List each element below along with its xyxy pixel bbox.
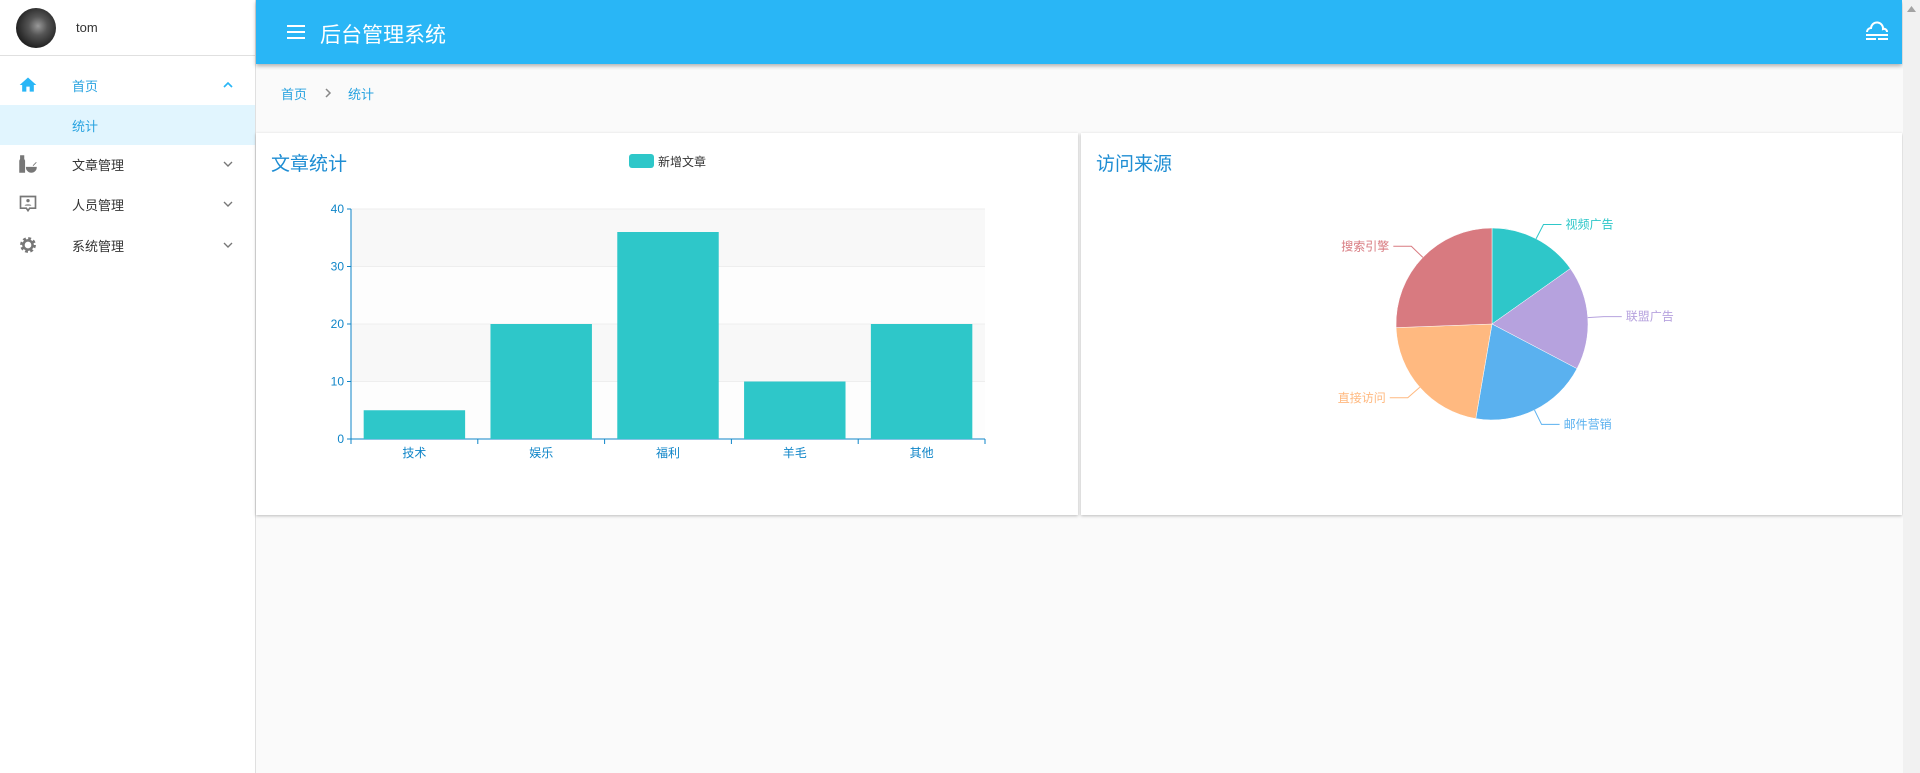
legend-swatch[interactable] [629,154,654,168]
breadcrumb-home[interactable]: 首页 [281,87,308,102]
y-tick-label: 10 [331,375,345,389]
bar-chart: 0 10 20 30 40 技术 娱乐 福利 羊毛 其他 [331,202,986,460]
slice-label: 联盟广告 [1626,310,1674,324]
label-line [1393,245,1424,258]
username: tom [76,20,98,35]
y-tick-label: 40 [331,202,345,216]
x-tick-label: 其他 [910,446,934,460]
x-tick-label: 羊毛 [783,445,807,460]
sidebar-item-home[interactable]: 首页 [0,65,255,105]
sidebar-item-label: 统计 [72,118,99,134]
y-tick-label: 0 [337,432,344,446]
slice-label: 视频广告 [1565,217,1613,232]
scroll-up-arrow-icon[interactable] [1907,6,1916,12]
label-line [1389,386,1421,399]
sidebar-item-label: 文章管理 [72,157,125,173]
scrollbar[interactable] [1903,0,1920,773]
x-tick-label: 福利 [656,445,680,460]
chevron-right-icon [325,88,332,98]
sidebar-item-label: 人员管理 [72,197,125,213]
chevron-down-icon[interactable] [220,156,236,172]
card-title: 访问来源 [1096,154,1173,175]
pie-slice-邮件营销 [1475,323,1578,421]
pie-slice-直接访问 [1395,323,1493,419]
bar-其他 [870,324,973,439]
article-stats-card: 文章统计 新增文章 0 10 20 30 40 技术 娱乐 福利 羊毛 其他 [256,133,1078,515]
sidebar-item-label: 首页 [72,78,99,94]
x-tick-label: 技术 [402,446,426,460]
y-tick-label: 30 [331,260,345,274]
weather-fog-icon[interactable] [1864,20,1890,42]
user-panel: tom [0,0,255,56]
slice-label: 直接访问 [1338,390,1386,405]
app-header: 后台管理系统 [256,0,1902,64]
label-line [1535,224,1562,239]
avatar[interactable] [16,8,56,48]
bottle-icon [19,155,37,173]
sidebar-item-articles[interactable]: 文章管理 [0,144,255,184]
breadcrumb-current: 统计 [348,87,375,102]
bar-技术 [363,410,466,439]
y-tick-label: 20 [331,317,345,331]
bar-娱乐 [490,324,592,439]
card-title: 文章统计 [271,154,348,175]
slice-label: 搜索引擎 [1341,238,1389,253]
chevron-up-icon[interactable] [220,77,236,93]
sidebar: tom 首页 统计 文章管理 人员管理 系统管理 [0,0,256,773]
sidebar-item-people[interactable]: 人员管理 [0,184,255,224]
legend-label[interactable]: 新增文章 [658,155,707,169]
bar-羊毛 [744,381,846,439]
contact-icon [19,195,37,213]
hamburger-icon[interactable] [286,23,306,41]
visit-source-card: 访问来源 视频广告联盟广告邮件营销 直接访问 搜索引擎 [1081,133,1902,515]
pie-slice-搜索引擎 [1395,227,1493,328]
app-title: 后台管理系统 [320,24,446,47]
slice-label: 邮件营销 [1564,417,1612,431]
sidebar-item-label: 系统管理 [72,238,125,254]
label-line [1587,316,1622,319]
sidebar-item-system[interactable]: 系统管理 [0,225,255,265]
home-icon [19,77,37,92]
label-line [1534,409,1560,425]
bar-福利 [617,232,719,439]
chevron-down-icon[interactable] [220,237,236,253]
chevron-down-icon[interactable] [220,196,236,212]
sidebar-item-stats[interactable]: 统计 [0,105,255,145]
gear-icon [20,237,36,253]
pie-slice-联盟广告 [1491,268,1589,369]
x-tick-label: 娱乐 [529,446,553,460]
